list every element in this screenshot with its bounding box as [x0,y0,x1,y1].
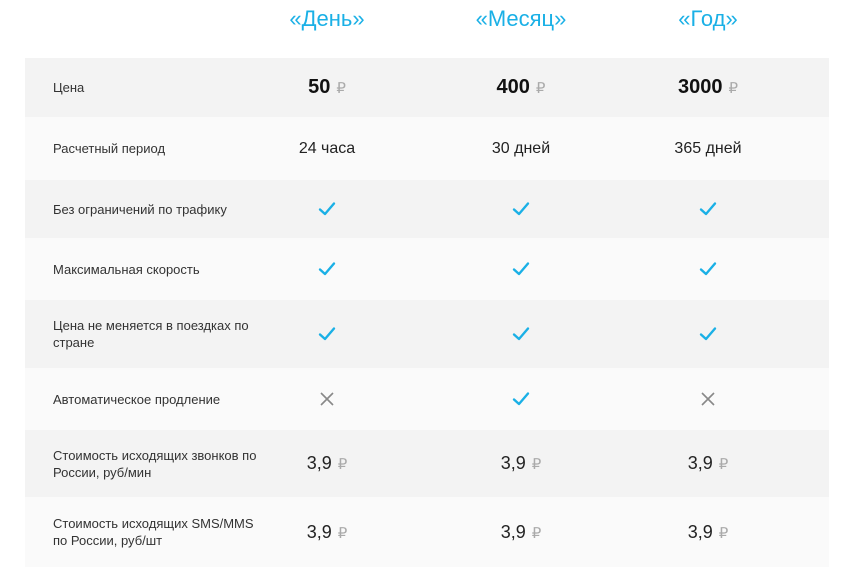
check-icon [698,259,718,279]
cell-value: 365 дней [674,140,741,158]
plan-header-month: «Месяц» [475,6,567,31]
row-label: Стоимость исходящих звонков по России, р… [53,447,257,480]
ruble-sign: ₽ [531,524,542,542]
table-row: Расчетный период 24 часа 30 дней 365 дней [25,117,829,180]
ruble-sign: ₽ [718,456,729,473]
value-text: 400 [496,76,530,98]
value-text: 3,9 [306,521,332,542]
ruble-sign: ₽ [337,524,348,542]
plan-header-day: «День» [289,6,365,31]
row-label: Максимальная скорость [53,261,200,277]
check-icon [317,259,337,279]
value-text: 30 дней [491,139,551,157]
cell-value: 3000 ₽ [678,76,738,99]
check-icon [511,324,531,344]
check-icon [511,389,531,409]
table-row: Цена не меняется в поездках по стране [25,300,829,368]
ruble-sign: ₽ [718,524,729,542]
cell-value: 3,9 ₽ [307,522,348,543]
row-label: Цена [53,80,85,95]
value-text: 3000 [677,76,723,98]
cell-value: 3,9 ₽ [501,453,542,474]
cell-value: 3,9 ₽ [501,522,542,543]
cell-value: 400 ₽ [497,76,546,99]
row-label: Автоматическое продление [53,391,221,407]
check-icon [317,199,337,219]
comparison-table: Цена 50 ₽400 ₽3000 ₽ Расчетный период 24 часа 3… [25,58,829,567]
table-row: Без ограничений по трафику [25,180,829,238]
cell-value: 3,9 ₽ [307,453,348,474]
cell-value: 3,9 ₽ [688,453,729,474]
value-text: 3,9 [687,521,713,542]
ruble-sign: ₽ [531,456,542,473]
cell-value: 50 ₽ [308,76,346,99]
ruble-sign: ₽ [728,80,739,97]
cross-icon [317,389,337,409]
cell-value: 24 часа [299,140,355,158]
plan-header-year: «Год» [678,6,738,31]
row-label: Стоимость исходящих SMS/MMS по России, р… [53,516,254,548]
ruble-sign: ₽ [336,80,346,97]
check-icon [698,324,718,344]
table-row: Максимальная скорость [25,238,829,300]
check-icon [317,324,337,344]
table-row: Цена 50 ₽400 ₽3000 ₽ [25,58,829,117]
row-label: Цена не меняется в поездках по стране [53,318,249,350]
cell-value: 30 дней [492,140,550,158]
value-text: 365 дней [674,139,742,157]
value-text: 24 часа [298,139,356,157]
row-label: Расчетный период [53,141,166,156]
check-icon [698,199,718,219]
check-icon [511,259,531,279]
value-text: 3,9 [500,453,526,473]
ruble-sign: ₽ [535,80,546,97]
ruble-sign: ₽ [337,456,348,473]
value-text: 3,9 [687,453,713,473]
value-text: 3,9 [306,453,332,473]
value-text: 50 [308,76,331,98]
table-row: Автоматическое продление [25,368,829,430]
cross-icon [698,389,718,409]
table-row: Стоимость исходящих звонков по России, р… [25,430,829,497]
value-text: 3,9 [500,521,526,542]
table-row: Стоимость исходящих SMS/MMS по России, р… [25,497,829,567]
check-icon [511,199,531,219]
cell-value: 3,9 ₽ [688,522,729,543]
row-label: Без ограничений по трафику [53,201,227,217]
